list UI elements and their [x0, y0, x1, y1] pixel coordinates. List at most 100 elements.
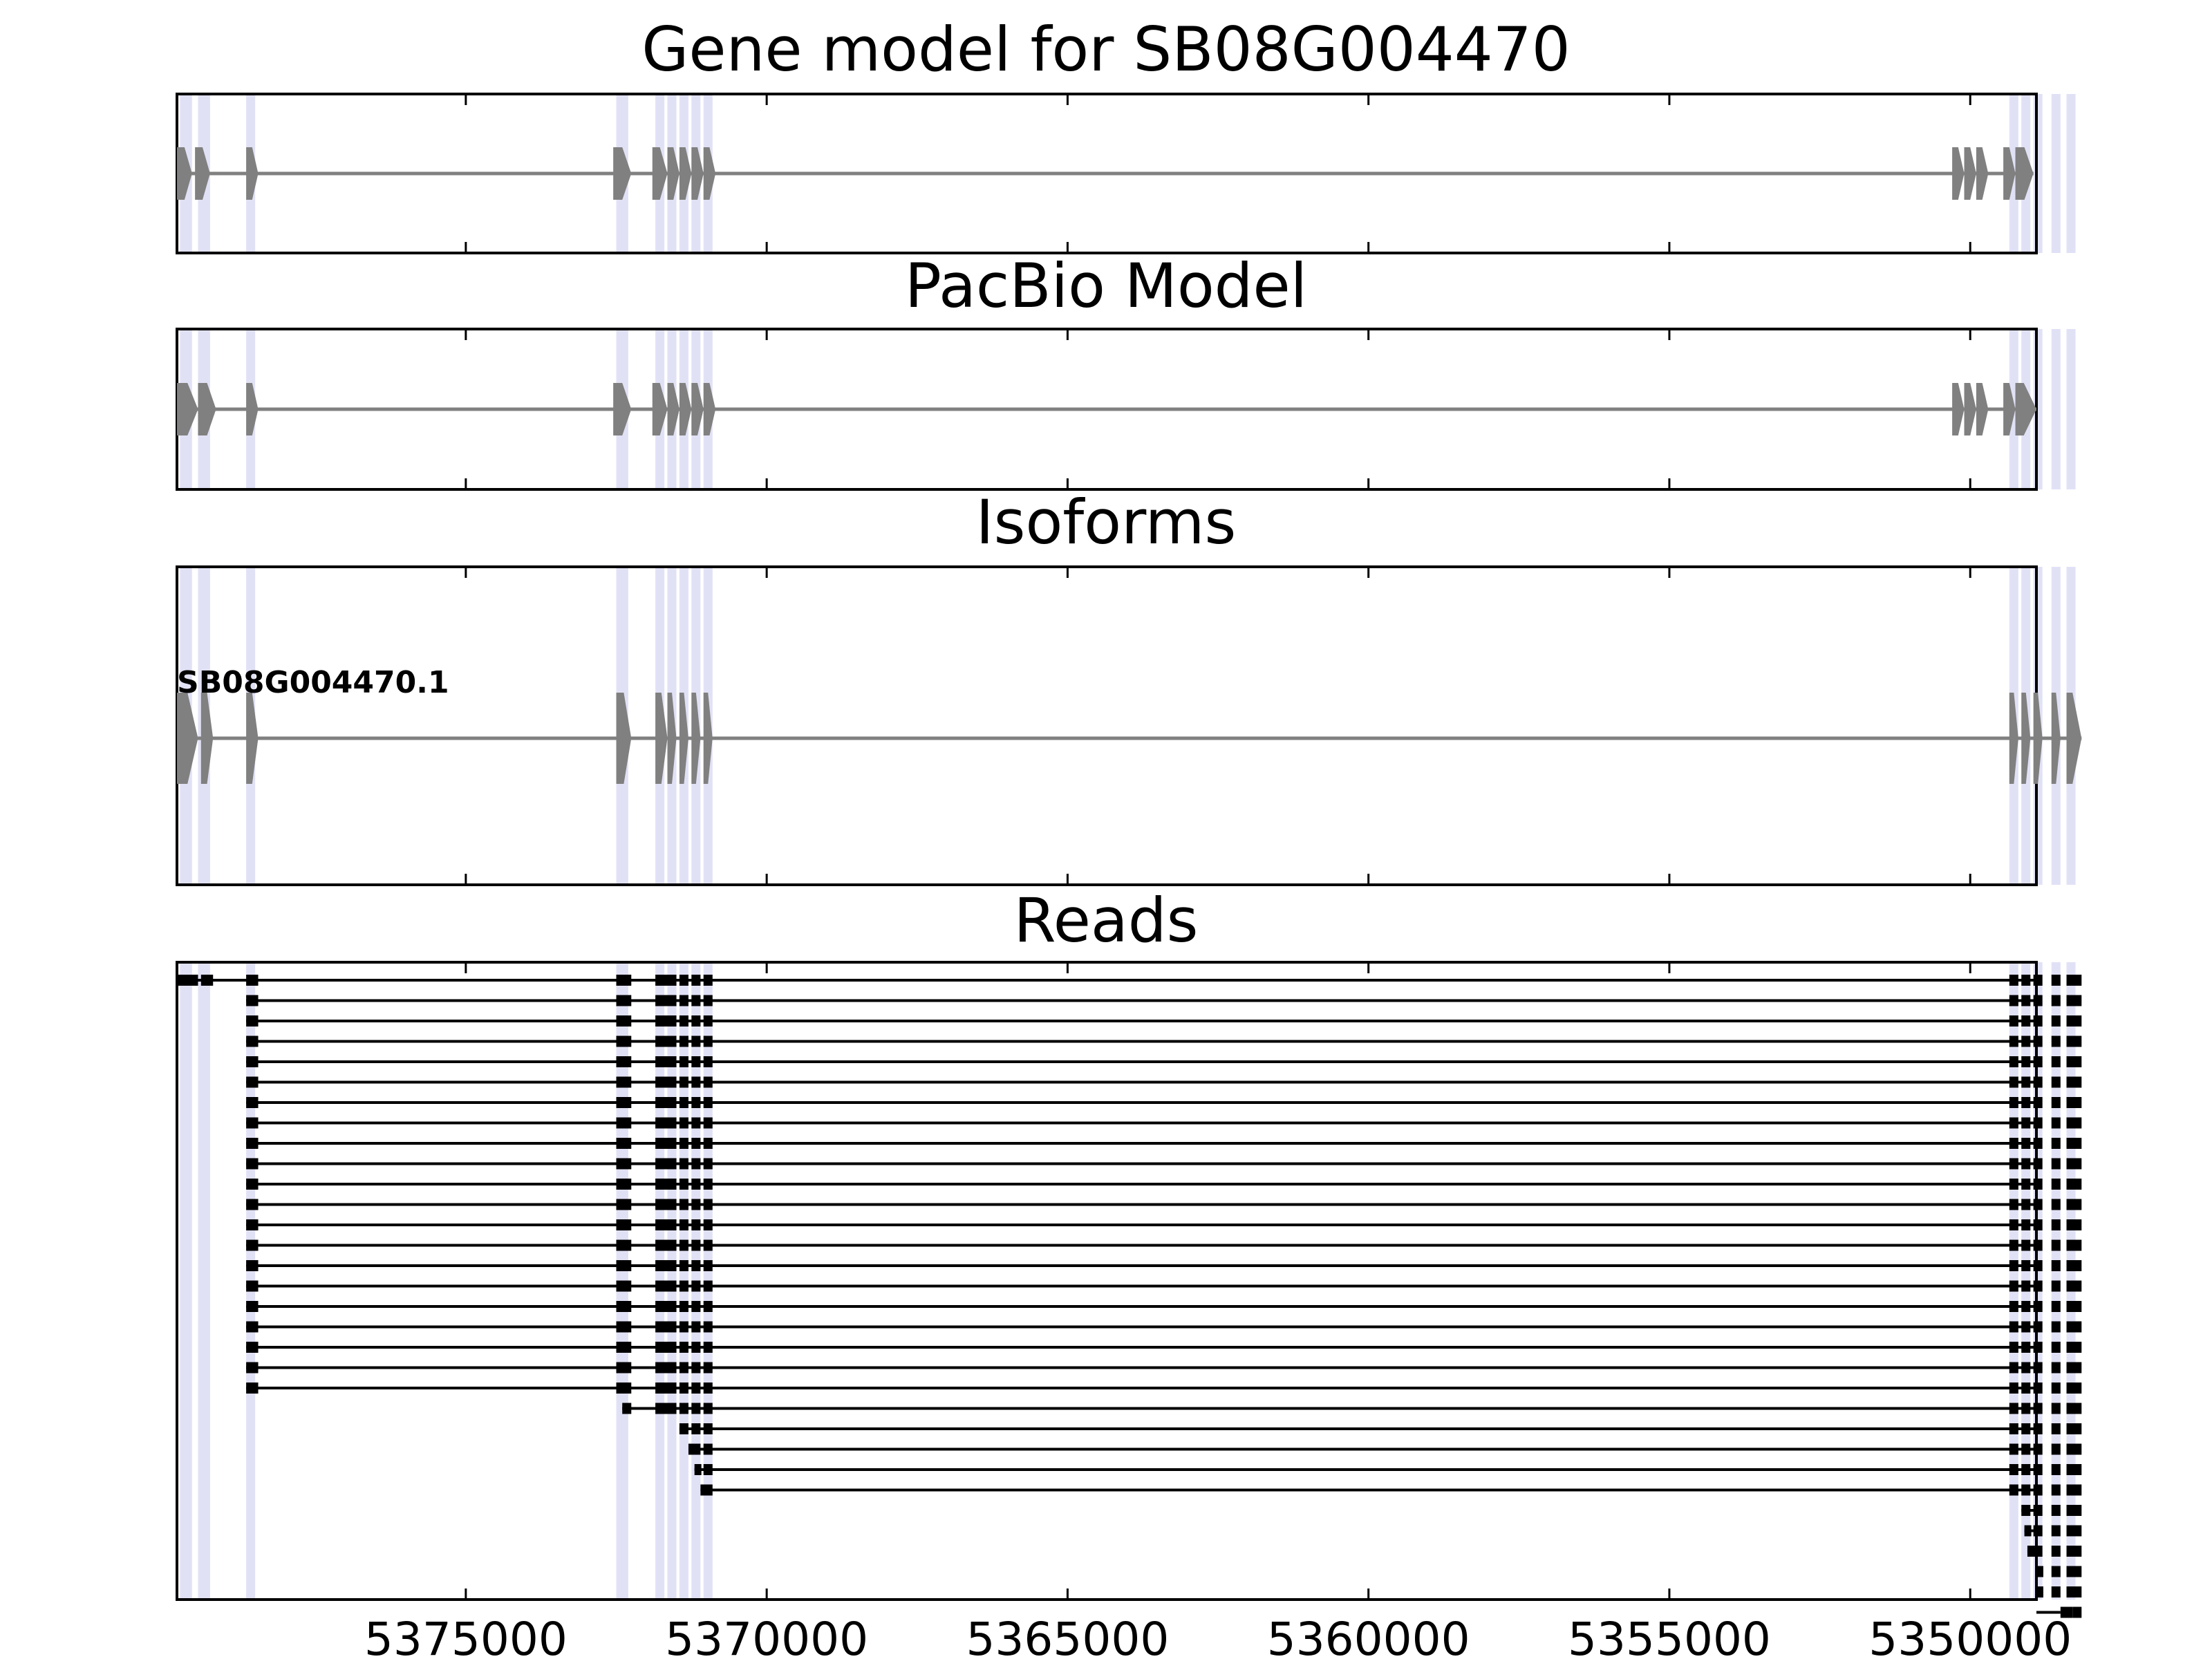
read-exon-12-11 [2066, 1219, 2082, 1230]
read-exon-3-1 [616, 1035, 632, 1047]
read-exon-17-0 [246, 1321, 259, 1333]
read-exon-9-1 [616, 1158, 632, 1170]
read-exon-24-6 [2066, 1464, 2082, 1475]
read-exon-5-10 [2051, 1076, 2061, 1088]
exon-2-3 [616, 693, 632, 784]
read-exon-6-6 [703, 1097, 713, 1108]
read-exon-2-1 [616, 1015, 632, 1027]
read-exon-2-11 [2066, 1015, 2082, 1027]
read-exon-10-4 [679, 1179, 688, 1190]
read-exon-0-4 [655, 975, 668, 986]
read-exon-5-4 [679, 1076, 688, 1088]
read-exon-21-2 [667, 1403, 677, 1414]
read-exon-12-9 [2033, 1219, 2043, 1230]
read-exon-4-10 [2051, 1056, 2061, 1067]
read-exon-29-1 [2051, 1566, 2061, 1577]
read-exon-12-8 [2021, 1219, 2031, 1230]
read-exon-5-11 [2066, 1076, 2082, 1088]
exon-1-11 [1976, 383, 1989, 435]
read-exon-0-2 [246, 975, 259, 986]
read-exon-0-9 [2009, 975, 2018, 986]
exon-2-13 [2066, 693, 2082, 784]
read-exon-12-4 [679, 1219, 688, 1230]
read-exon-15-0 [246, 1280, 259, 1292]
exon-2-6 [679, 693, 688, 784]
read-exon-6-0 [246, 1097, 259, 1108]
read-exon-23-4 [2033, 1443, 2043, 1455]
exon-0-2 [246, 147, 259, 200]
read-exon-4-0 [246, 1056, 259, 1067]
read-exon-6-9 [2033, 1097, 2043, 1108]
read-exon-0-8 [703, 975, 713, 986]
read-exon-4-5 [691, 1056, 701, 1067]
read-exon-18-0 [246, 1342, 259, 1353]
read-exon-3-9 [2033, 1035, 2043, 1047]
read-exon-14-4 [679, 1260, 688, 1271]
read-exon-10-7 [2009, 1179, 2018, 1190]
read-exon-7-4 [679, 1117, 688, 1129]
read-exon-16-11 [2066, 1301, 2082, 1312]
read-exon-15-1 [616, 1280, 632, 1292]
exon-1-0 [177, 383, 198, 435]
read-exon-19-0 [246, 1362, 259, 1374]
read-exon-3-10 [2051, 1035, 2061, 1047]
read-exon-6-2 [655, 1097, 668, 1108]
exon-2-10 [2021, 693, 2031, 784]
pacbio-model-panel [176, 328, 2076, 491]
read-exon-14-11 [2066, 1260, 2082, 1271]
read-exon-17-7 [2009, 1321, 2018, 1333]
exon-1-9 [1952, 383, 1965, 435]
read-exon-25-3 [2033, 1484, 2043, 1496]
x-axis-tick-labels: 5375000 5370000 5365000 5360000 5355000 53500… [364, 1613, 2072, 1659]
read-exon-9-5 [691, 1158, 701, 1170]
read-exon-5-9 [2033, 1076, 2043, 1088]
exon-0-3 [613, 147, 632, 200]
read-exon-1-6 [703, 995, 713, 1006]
read-exon-19-9 [2033, 1362, 2043, 1374]
read-exon-24-0 [694, 1464, 702, 1475]
read-exon-16-0 [246, 1301, 259, 1312]
read-exon-5-3 [667, 1076, 677, 1088]
exon-band-0-13 [2066, 94, 2076, 253]
exon-band-1-13 [2066, 329, 2076, 489]
exon-band-3-1 [198, 962, 210, 1600]
read-exon-7-3 [667, 1117, 677, 1129]
read-exon-13-1 [616, 1239, 632, 1251]
read-exon-10-1 [616, 1179, 632, 1190]
read-exon-2-5 [691, 1015, 701, 1027]
exon-1-8 [703, 383, 716, 435]
read-exon-4-1 [616, 1056, 632, 1067]
read-exon-13-11 [2066, 1239, 2082, 1251]
read-exon-3-2 [655, 1035, 668, 1047]
read-exon-16-7 [2009, 1301, 2018, 1312]
read-exon-20-1 [616, 1382, 632, 1394]
read-exon-12-6 [703, 1219, 713, 1230]
read-exon-7-9 [2033, 1117, 2043, 1129]
read-exon-3-3 [667, 1035, 677, 1047]
read-exon-5-5 [691, 1076, 701, 1088]
panel-title-pacbio-model: PacBio Model [905, 250, 1307, 321]
read-exon-14-5 [691, 1260, 701, 1271]
read-exon-19-1 [616, 1362, 632, 1374]
read-exon-18-11 [2066, 1342, 2082, 1353]
read-exon-25-0 [700, 1484, 713, 1496]
read-exon-18-7 [2009, 1342, 2018, 1353]
read-exon-13-7 [2009, 1239, 2018, 1251]
read-exon-21-5 [703, 1403, 713, 1414]
read-exon-22-3 [2009, 1423, 2018, 1434]
read-exon-1-0 [246, 995, 259, 1006]
read-exon-5-1 [616, 1076, 632, 1088]
read-exon-23-0 [688, 1443, 701, 1455]
exon-band-0-11 [2033, 94, 2043, 253]
read-exon-19-6 [703, 1362, 713, 1374]
read-exon-15-10 [2051, 1280, 2061, 1292]
read-exon-20-7 [2009, 1382, 2018, 1394]
read-exon-9-0 [246, 1158, 259, 1170]
read-exon-23-2 [2009, 1443, 2018, 1455]
read-exon-9-7 [2009, 1158, 2018, 1170]
exon-2-11 [2033, 693, 2043, 784]
read-exon-22-1 [691, 1423, 701, 1434]
read-exon-29-2 [2066, 1566, 2082, 1577]
read-exon-8-6 [703, 1138, 713, 1149]
